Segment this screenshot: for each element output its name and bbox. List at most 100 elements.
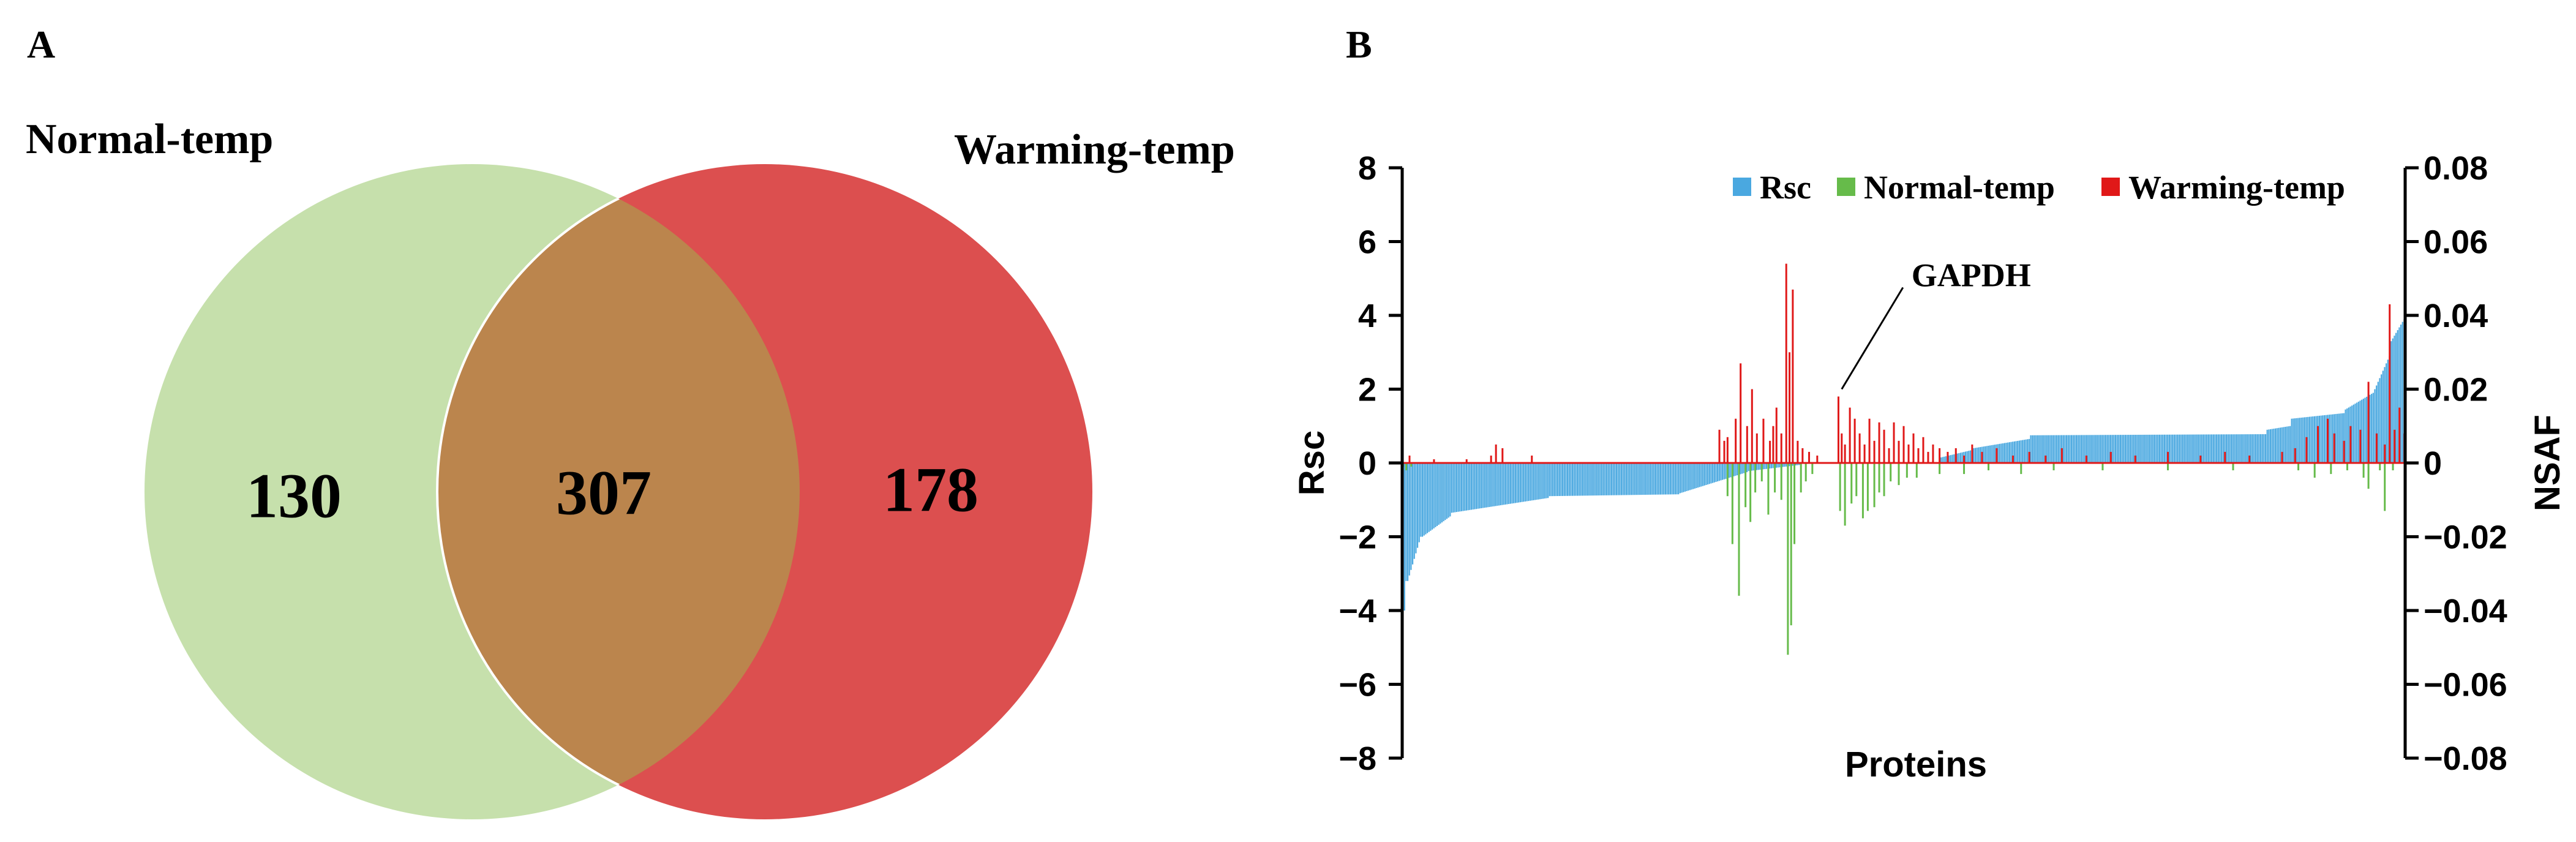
rsc-bar [1756,463,1758,470]
rsc-bar [2294,418,2296,463]
rsc-bar [2162,434,2164,463]
rsc-bar [2111,435,2113,463]
rsc-bar [1508,463,1510,505]
rsc-bar [1674,463,1676,495]
rsc-bar [2300,418,2302,463]
rsc-bar [2397,330,2398,463]
rsc-bar [2318,415,2321,463]
rsc-bar [2040,435,2041,463]
rsc-bar [2013,441,2015,463]
rsc-bar [1457,463,1459,512]
rsc-bar [2310,416,2312,463]
rsc-bar [1784,463,1786,467]
rsc-bar [2392,338,2394,463]
rsc-bar [1666,463,1668,495]
rsc-bar [2129,435,2131,463]
legend-label: Rsc [1760,169,1811,206]
rsc-bar [1765,463,1768,469]
rsc-bar [1678,463,1680,495]
rsc-bar [2074,435,2076,463]
rsc-bar [2136,435,2138,463]
rsc-bar [2103,435,2105,463]
rsc-bar [2382,370,2384,464]
rsc-bar [1547,463,1549,498]
rsc-bar [1713,463,1715,483]
rsc-bar [2283,427,2285,463]
rsc-bar [1624,463,1626,495]
rsc-bar [1446,463,1448,519]
panel-a-label: A [27,23,56,66]
legend-swatch [2101,178,2120,196]
rsc-bar [2229,434,2231,463]
rsc-bar [1509,463,1511,504]
rsc-bar [2308,416,2311,463]
right-y-tick-label: 0.02 [2424,372,2488,408]
rsc-bar [2037,435,2038,463]
rsc-bar [2390,341,2392,463]
rsc-bar [1550,463,1552,497]
rsc-bar [1679,463,1681,494]
rsc-bar [2000,443,2002,463]
rsc-bar [1480,463,1482,508]
rsc-bar [1979,447,1981,463]
rsc-bar [1629,463,1631,495]
rsc-bar [2335,414,2337,463]
venn-label-normal-temp: Normal-temp [26,116,274,163]
rsc-bar [1627,463,1629,495]
rsc-bar [2343,413,2345,463]
rsc-bar [2269,429,2272,463]
rsc-bar [1989,445,1991,463]
rsc-bar [2332,414,2334,463]
rsc-bar [2017,440,2019,463]
rsc-bar [2284,427,2286,463]
rsc-bar [2165,434,2167,463]
rsc-bar [1940,457,1942,463]
rsc-bar [2394,336,2395,463]
rsc-bar [2217,434,2219,463]
rsc-bar [1637,463,1639,495]
rsc-bar [2356,402,2358,463]
rsc-bar [2362,399,2364,463]
rsc-bar [1650,463,1652,495]
rsc-bar [2345,409,2346,463]
rsc-bar [1630,463,1632,495]
rsc-bar [1580,463,1582,496]
rsc-bar [1467,463,1469,511]
rsc-bar [2144,434,2146,463]
rsc-bar [1408,463,1410,576]
rsc-bar [1699,463,1700,487]
rsc-bar [1475,463,1478,509]
rsc-bar [1496,463,1498,506]
rsc-bar [2328,415,2330,463]
rsc-bar [2188,434,2190,463]
rsc-bar [1769,463,1771,469]
rsc-bar [2082,435,2084,463]
rsc-bar [2341,413,2343,463]
rsc-bar [2008,442,2010,463]
rsc-bar [1492,463,1493,507]
rsc-bar [1988,445,1989,463]
rsc-bar [1436,463,1438,526]
rsc-bar [2043,435,2045,463]
rsc-bar [1544,463,1545,499]
rsc-bar [2183,434,2185,463]
rsc-bar [1617,463,1619,495]
rsc-bar [1599,463,1601,496]
rsc-bar [2012,442,2014,463]
rsc-bar [2297,418,2299,463]
rsc-bar [1994,445,1996,463]
rsc-bar [1444,463,1446,521]
rsc-bar [1425,463,1427,535]
rsc-bar [2221,434,2223,463]
rsc-bar [1997,444,1999,463]
rsc-bar [2292,418,2294,463]
rsc-bar [1688,463,1689,491]
rsc-bar [1661,463,1663,495]
rsc-bar [2108,435,2110,463]
rsc-bar [1792,463,1793,466]
rsc-bar [1430,463,1432,531]
rsc-bar [2346,408,2348,463]
rsc-bar [1575,463,1577,496]
rsc-bar [1495,463,1496,506]
rsc-bar [2084,435,2086,463]
